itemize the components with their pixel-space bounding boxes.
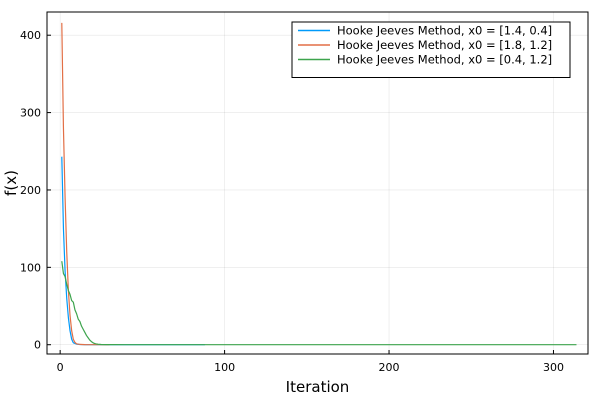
legend-entry: Hooke Jeeves Method, x0 = [1.4, 0.4] <box>337 24 552 38</box>
x-tick-label: 0 <box>57 361 64 374</box>
series-lines <box>61 22 577 346</box>
legend: Hooke Jeeves Method, x0 = [1.4, 0.4]Hook… <box>291 21 571 78</box>
series-line-2 <box>61 22 110 346</box>
axis-ticks: 0 100 200 300 0 100 200 300 400 <box>20 29 564 374</box>
y-axis-title: f(x) <box>2 170 20 196</box>
x-tick-label: 200 <box>379 361 400 374</box>
legend-box <box>291 21 571 78</box>
x-tick-label: 300 <box>543 361 564 374</box>
legend-entry: Hooke Jeeves Method, x0 = [1.8, 1.2] <box>337 38 552 52</box>
series-line-3 <box>61 261 577 346</box>
y-tick-label: 0 <box>34 339 41 352</box>
y-tick-label: 400 <box>20 29 41 42</box>
x-tick-label: 100 <box>214 361 235 374</box>
legend-entry: Hooke Jeeves Method, x0 = [0.4, 1.2] <box>337 53 552 67</box>
plot-frame <box>46 11 589 355</box>
y-tick-label: 300 <box>20 107 41 120</box>
y-tick-label: 200 <box>20 184 41 197</box>
y-tick-label: 100 <box>20 261 41 274</box>
x-axis-title: Iteration <box>286 378 350 396</box>
